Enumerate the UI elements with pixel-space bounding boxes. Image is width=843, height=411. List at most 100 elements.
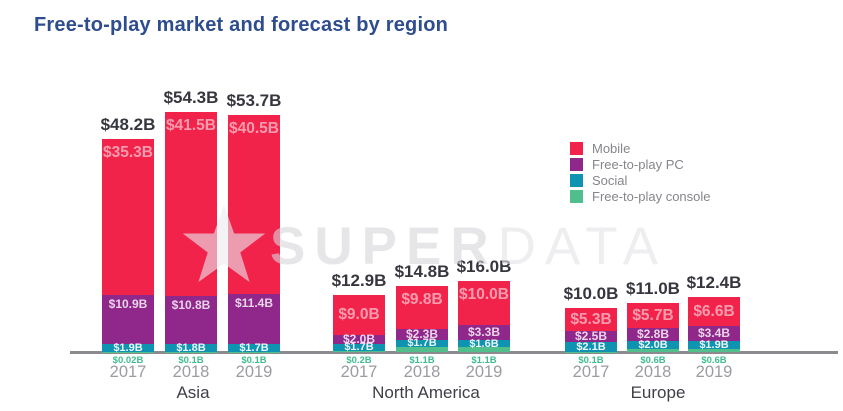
bar-segment-pc <box>458 325 510 341</box>
bar-total-label: $48.2B <box>100 115 156 135</box>
bar-segment-pc <box>688 325 740 341</box>
segment-label-social: $2.0B <box>638 338 668 351</box>
year-label: 2018 <box>403 363 441 381</box>
legend-swatch-console <box>570 190 583 203</box>
segment-label-console: $0.02B <box>112 355 144 366</box>
segment-label-pc: $3.3B <box>467 325 501 340</box>
bar-segment-social <box>396 339 448 348</box>
bar-segment-mobile <box>228 114 280 294</box>
segment-label-console: $0.1B <box>241 355 267 366</box>
region-label: Europe <box>630 383 686 402</box>
segment-label-social: $1.7B <box>344 341 374 354</box>
bar-segment-mobile <box>165 112 217 296</box>
segment-label-console: $1.1B <box>409 355 435 366</box>
segment-label-social: $1.9B <box>699 339 729 352</box>
legend-item-social: Social <box>570 174 711 187</box>
segment-label-mobile: $41.5B <box>166 117 216 135</box>
bar-segment-social <box>102 343 154 352</box>
segment-label-console: $0.6B <box>701 355 727 366</box>
segment-label-social: $2.1B <box>576 340 606 353</box>
bar-segment-pc <box>102 295 154 344</box>
segment-label-mobile: $5.3B <box>570 311 612 328</box>
bar-segment-console <box>396 347 448 352</box>
segment-label-social: $1.7B <box>407 337 437 350</box>
legend-item-mobile: Mobile <box>570 142 711 155</box>
region-label: North America <box>372 383 480 402</box>
bar-total-label: $10.0B <box>563 283 619 303</box>
segment-label-mobile: $10.0B <box>459 286 509 304</box>
bar-segment-social <box>565 342 617 352</box>
region-label: Asia <box>176 383 210 402</box>
bar-total-label: $16.0B <box>456 257 512 277</box>
bar-segment-mobile <box>565 307 617 332</box>
bar-segment-mobile <box>102 139 154 296</box>
legend: Mobile Free-to-play PC Social Free-to-play … <box>570 142 711 203</box>
year-label: 2018 <box>634 363 672 381</box>
segment-label-mobile: $6.6B <box>693 302 735 320</box>
bar-total-label: $12.9B <box>331 270 387 290</box>
chart-title: Free-to-play market and forecast by regi… <box>34 14 449 36</box>
bar-segment-console <box>333 351 385 352</box>
bar-segment-social <box>688 340 740 350</box>
legend-swatch-mobile <box>570 142 583 155</box>
bar-segment-social <box>333 343 385 352</box>
bar-total-label: $14.8B <box>394 262 450 282</box>
bar-segment-social <box>627 340 679 350</box>
bar-total-label: $11.0B <box>626 278 680 298</box>
segment-label-console: $0.1B <box>578 355 604 366</box>
bar-segment-mobile <box>396 286 448 330</box>
bar-segment-mobile <box>688 296 740 326</box>
segment-label-pc: $10.8B <box>171 297 211 312</box>
year-label: 2019 <box>465 363 503 381</box>
bar-segment-mobile <box>458 281 510 326</box>
segment-label-social: $1.8B <box>176 341 206 354</box>
segment-label-pc: $2.5B <box>574 329 608 344</box>
bar-segment-pc <box>228 293 280 345</box>
segment-label-console: $0.6B <box>640 355 666 366</box>
legend-swatch-social <box>570 174 583 187</box>
bar-total-label: $53.7B <box>226 90 282 110</box>
year-label: 2017 <box>572 363 610 381</box>
bar-total-label: $54.3B <box>163 88 219 108</box>
segment-label-social: $1.7B <box>239 341 269 354</box>
segment-label-mobile: $40.5B <box>229 119 279 137</box>
year-label: 2018 <box>172 363 210 381</box>
segment-label-pc: $2.8B <box>636 326 670 341</box>
year-label: 2019 <box>235 363 273 381</box>
bar-segment-pc <box>396 329 448 340</box>
legend-label: Free-to-play PC <box>592 157 684 172</box>
year-label: 2017 <box>340 363 378 381</box>
bar-segment-console <box>458 347 510 352</box>
legend-item-pc: Free-to-play PC <box>570 158 711 171</box>
bar-segment-mobile <box>333 294 385 335</box>
segment-label-pc: $2.0B <box>342 331 376 346</box>
segment-label-mobile: $35.3B <box>103 144 153 162</box>
legend-swatch-pc <box>570 158 583 171</box>
segment-label-mobile: $5.7B <box>632 307 674 325</box>
segment-label-mobile: $9.0B <box>338 306 380 324</box>
segment-label-console: $0.2B <box>346 355 372 366</box>
bar-segment-console <box>688 349 740 352</box>
bar-segment-social <box>165 343 217 352</box>
legend-label: Social <box>592 173 628 188</box>
year-label: 2017 <box>109 363 147 381</box>
bar-segment-social <box>228 344 280 352</box>
segment-label-social: $1.6B <box>469 337 499 350</box>
bar-segment-pc <box>627 328 679 341</box>
year-label: 2019 <box>695 363 733 381</box>
bar-segment-pc <box>565 331 617 343</box>
segment-label-pc: $10.9B <box>108 297 148 312</box>
segment-label-pc: $3.4B <box>697 325 731 340</box>
segment-label-pc: $11.4B <box>234 295 274 310</box>
legend-label: Free-to-play console <box>592 189 711 204</box>
bar-segment-pc <box>333 334 385 344</box>
bar-segment-console <box>627 349 679 352</box>
segment-label-console: $1.1B <box>471 355 497 366</box>
x-axis-line <box>70 351 838 354</box>
segment-label-console: $0.1B <box>178 355 204 366</box>
segment-label-pc: $2.3B <box>405 327 439 342</box>
bar-segment-mobile <box>627 302 679 329</box>
bar-segment-social <box>458 340 510 348</box>
segment-label-social: $1.9B <box>113 341 143 354</box>
